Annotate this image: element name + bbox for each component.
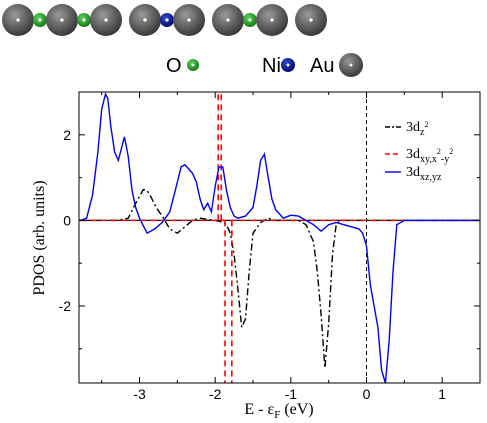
plot-frame [78, 91, 481, 384]
x-tick-label: 1 [438, 386, 446, 402]
gold-atom-icon [2, 4, 34, 36]
oxygen-atom-icon [77, 13, 91, 27]
nickel-atom-icon [160, 13, 174, 27]
nickel-atom-icon [281, 58, 295, 72]
x-axis-label-sub: F [274, 409, 280, 421]
atom-chain [2, 4, 327, 36]
legend-label-0: 3dz2 [406, 120, 428, 138]
x-axis-label-unit: (eV) [280, 401, 313, 418]
y-tick-label: 2 [63, 127, 71, 143]
oxygen-atom-icon [243, 13, 257, 27]
x-tick-label: -3 [133, 386, 146, 402]
gold-atom-icon [212, 4, 244, 36]
atom-key-legend: O Ni Au [166, 53, 363, 77]
x-axis-label: E - εF (eV) [244, 401, 313, 421]
y-axis-label: PDOS (arb. units) [31, 180, 48, 295]
gold-atom-icon [295, 4, 327, 36]
atom-key-label-au: Au [310, 55, 334, 77]
oxygen-atom-icon [187, 59, 199, 71]
atom-key-label-ni: Ni [262, 55, 281, 77]
legend-label-2: 3dxz,yz [406, 165, 442, 183]
y-tick-label: 0 [63, 212, 71, 228]
gold-atom-icon [46, 4, 78, 36]
gold-atom-icon [173, 4, 205, 36]
legend-label-1: 3dxy,x2-y2 [406, 147, 453, 165]
gold-atom-icon [129, 4, 161, 36]
x-tick-label: -1 [285, 386, 298, 402]
series-line-0 [80, 188, 480, 369]
y-tick-label: -2 [59, 298, 72, 314]
atom-key-label-o: O [166, 55, 182, 77]
x-tick-label: -2 [209, 386, 222, 402]
x-axis-label-main: E - ε [244, 401, 274, 418]
x-tick-label: 0 [363, 386, 371, 402]
series-line-2 [80, 92, 480, 383]
gold-atom-icon [90, 4, 122, 36]
gold-atom-icon [339, 53, 363, 77]
oxygen-atom-icon [33, 13, 47, 27]
gold-atom-icon [256, 4, 288, 36]
